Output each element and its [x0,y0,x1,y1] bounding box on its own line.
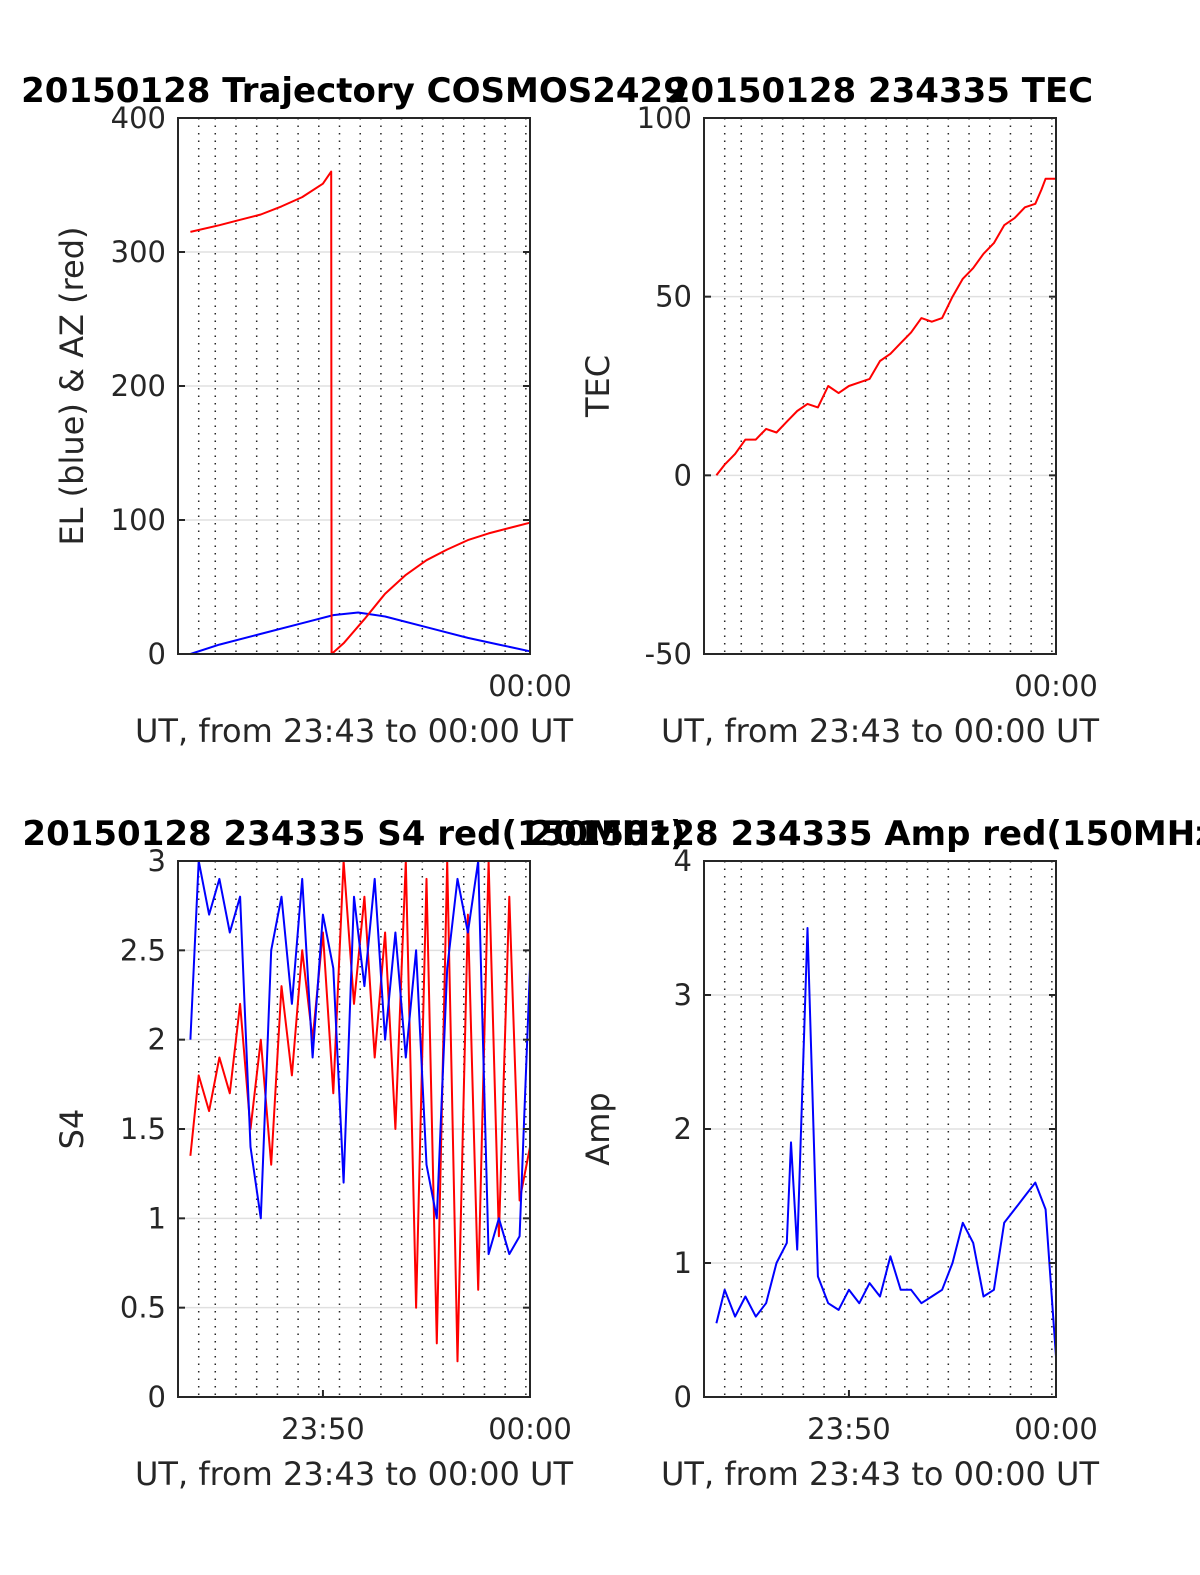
subplot-2: -50 0 50 100 00:00 UT, from 23:43 to 00:00 UT… [579,71,1099,750]
plot-series-group [189,860,531,1363]
x-tick-label: 00:00 [1014,1412,1098,1446]
series-line-1 [189,860,531,1363]
series-line-2 [189,860,531,1256]
y-axis-label: S4 [53,1109,91,1150]
plot-series-group [190,170,531,655]
x-tick-label: 00:00 [488,669,572,703]
y-tick-label: 2.5 [120,933,166,967]
y-tick-label: 50 [655,280,692,314]
x-axis-label: UT, from 23:43 to 00:00 UT [135,1455,573,1493]
x-axis-label: UT, from 23:43 to 00:00 UT [135,712,573,750]
y-tick-label: 100 [111,503,166,537]
x-axis-label: UT, from 23:43 to 00:00 UT [661,1455,1099,1493]
y-axis-label: TEC [579,355,617,418]
chart-title: 20150128 Trajectory COSMOS2429 [21,71,687,111]
y-tick-label: 1 [674,1246,692,1280]
subplot-3: 0 0.5 1 1.5 2 2.5 3 23:50 00:00 UT, from 23:43 to… [22,814,685,1493]
y-tick-label: 0.5 [120,1291,166,1325]
y-tick-label: -50 [645,637,692,671]
y-tick-label: 2 [674,1112,692,1146]
series-line-2 [190,170,531,655]
y-axis-label: Amp [579,1092,617,1165]
y-tick-label: 300 [111,235,166,269]
chart-title: 20150128 234335 TEC [667,71,1093,111]
x-tick-label: 23:50 [281,1412,365,1446]
x-tick-label: 00:00 [488,1412,572,1446]
series-line-1 [715,927,1057,1357]
subplot-1: 0 100 200 300 400 00:00 UT, from 23:43 to 00:0… [21,71,687,750]
y-tick-label: 2 [148,1023,166,1057]
series-line-1 [715,177,1056,476]
y-tick-label: 0 [674,1380,692,1414]
y-tick-label: 100 [637,101,692,135]
y-tick-label: 3 [674,978,692,1012]
plot-series-group [715,177,1056,476]
subplot-4: 0 1 2 3 4 23:50 00:00 UT, from 23:43 to 00:00 U… [529,814,1200,1493]
y-tick-label: 3 [148,844,166,878]
chart-title: 20150128 234335 S4 red(150MHz) [22,814,685,854]
y-tick-label: 1.5 [120,1112,166,1146]
chart-title: 20150128 234335 Amp red(150MHz) [529,814,1200,854]
y-tick-label: 200 [111,369,166,403]
x-tick-label: 00:00 [1014,669,1098,703]
y-tick-label: 4 [674,844,692,878]
y-axis-label: EL (blue) & AZ (red) [53,226,91,545]
y-tick-label: 0 [148,1380,166,1414]
x-axis-label: UT, from 23:43 to 00:00 UT [661,712,1099,750]
y-tick-label: 0 [148,637,166,671]
x-tick-label: 23:50 [807,1412,891,1446]
y-tick-label: 400 [111,101,166,135]
series-line-1 [190,611,531,655]
y-tick-label: 0 [674,458,692,492]
y-tick-label: 1 [148,1201,166,1235]
axes-frame [703,117,1057,655]
plot-series-group [715,927,1057,1357]
